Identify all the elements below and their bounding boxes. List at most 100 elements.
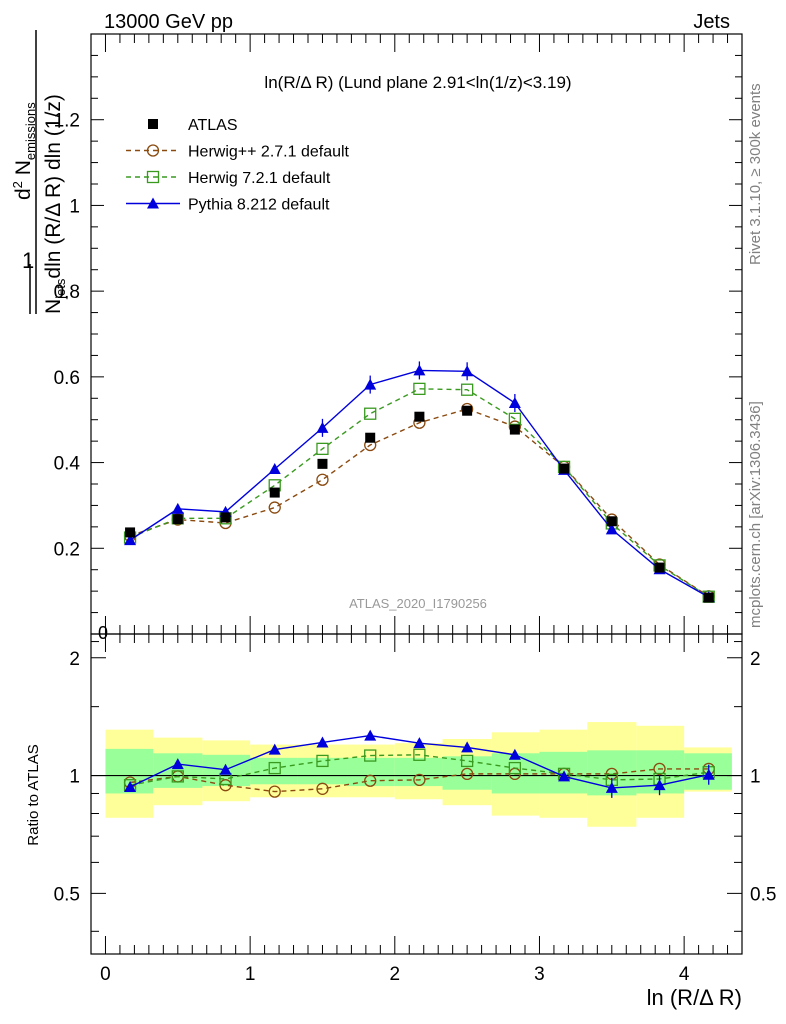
xtick-label: 0 [100,964,111,985]
atlas-point [462,405,473,416]
main-panel: ATLAS_2020_I1790256 ln(R/Δ R) (Lund plan… [54,33,743,643]
legend-label-pythia-8-212-default: Pythia 8.212 default [188,197,330,214]
ratio-ytick-label-right: 0.5 [750,884,776,905]
main-ytick-label: 1.2 [54,111,80,132]
ratio-pythia-8-212-default-point [702,768,715,780]
pythia-8-212-default-point [461,365,474,377]
svg-text:d2 Nemissions: d2 Nemissions [10,102,38,200]
main-ytick-label: 1 [69,196,80,217]
ratio-herwig-2-7-1-default-point [413,773,426,787]
legend-marker-pythia-8-212-default [147,197,159,209]
atlas-point [269,487,280,498]
process-label: Jets [693,11,730,33]
ratio-inner-band [297,757,348,785]
pythia-8-212-default-point [605,523,618,535]
ratio-ytick-label: 2 [69,649,80,670]
main-ytick-label: 0.2 [54,539,80,560]
ratio-pythia-8-212-default-point [364,729,377,741]
ratio-inner-band [347,757,395,787]
ratio-herwig-2-7-1-default-point [316,782,329,795]
pythia-8-212-default-line [129,369,710,598]
ratio-pythia-8-212-default-point [219,763,232,775]
legend-marker-atlas [148,119,158,129]
atlas-point [414,411,425,422]
analysis-watermark: ATLAS_2020_I1790256 [349,596,487,611]
atlas-point [220,512,231,523]
atlas-point [125,527,136,538]
pythia-8-212-default-point [171,502,184,514]
ratio-frame [90,633,743,955]
herwig-7-2-1-default-point [460,383,474,396]
herwig-7-2-1-default-point [316,442,329,456]
ratio-pythia-8-212-default-point [268,743,281,755]
ratio-herwig-2-7-1-default-point [268,785,281,798]
ratio-inner-band [442,756,492,790]
main-ytick-label: 0.6 [54,368,80,389]
plot-title: ln(R/Δ R) (Lund plane 2.91<ln(1/z)<3.19) [264,73,571,92]
ratio-herwig-2-7-1-default-point [364,774,377,787]
ratio-pythia-8-212-default-point [461,741,474,753]
atlas-point [654,562,665,573]
xtick-label: 1 [245,964,256,985]
ratio-pythia-8-212-default-point [508,748,521,760]
ratio-pythia-8-212-default-point [124,780,137,792]
ratio-herwig-7-2-1-default-point [460,754,474,768]
atlas-point [559,463,570,474]
main-zero-label: 0 [98,623,108,643]
ratio-herwig-2-7-1-default-point [653,762,666,776]
main-y-axis-label: 1 d2 Nemissions Njetsdln (R/Δ R) dln (1/… [10,30,68,314]
main-ytick-label: 0.8 [54,282,80,303]
ratio-pythia-8-212-default-point [413,737,426,749]
atlas-point [703,592,714,603]
ratio-pythia-8-212-default-point [605,781,618,793]
ratio-ytick-label-right: 2 [750,649,761,670]
ratio-herwig-7-2-1-default-point [171,770,184,783]
rivet-version-label: Rivet 3.1.10, ≥ 300k events [747,83,764,265]
pythia-8-212-default-point [364,378,377,390]
ratio-herwig-7-2-1-default-point [364,749,377,762]
ratio-ytick-label: 0.5 [54,884,80,905]
xtick-label: 2 [390,964,401,985]
ratio-pythia-8-212-default-point [558,770,571,782]
herwig-2-7-1-default-line [129,408,710,597]
ratio-inner-band [250,757,298,785]
legend-label-atlas: ATLAS [188,117,238,134]
legend-label-herwig-2-7-1-default: Herwig++ 2.7.1 default [188,144,350,161]
atlas-point [172,514,183,525]
energy-label: 13000 GeV pp [104,11,233,33]
herwig-2-7-1-default-point [268,501,281,514]
atlas-point [606,516,617,527]
x-axis-label: ln (R/Δ R) [647,985,742,1010]
ratio-pythia-8-212-default-point [316,736,329,748]
main-ytick-label: 0.4 [54,454,81,475]
xtick-label: 4 [679,964,690,985]
pythia-8-212-default-point [268,463,281,474]
ratio-pythia-8-212-default-point [171,758,184,770]
herwig-7-2-1-default-point [413,382,426,396]
mcplots-label: mcplots.cern.ch [arXiv:1306.3436] [747,401,764,628]
legend-label-herwig-7-2-1-default: Herwig 7.2.1 default [188,170,331,187]
pythia-8-212-default-point [413,364,426,376]
pythia-8-212-default-point [316,421,329,433]
atlas-point [509,424,520,435]
pythia-8-212-default-point [508,397,521,408]
ratio-herwig-7-2-1-default-point [413,748,426,761]
legend: ATLAS Herwig++ 2.7.1 default Herwig 7.2.1 … [126,117,350,214]
xtick-label: 3 [534,964,545,985]
ylabel-one: 1 [22,248,34,273]
legend-marker-herwig-7-2-1-default [146,170,160,184]
ratio-herwig-2-7-1-default-line [129,768,709,793]
ratio-inner-band [394,757,443,787]
atlas-point [317,458,328,469]
herwig-7-2-1-default-point [508,412,522,426]
pythia-8-212-default-point [124,534,137,546]
atlas-point [365,432,376,443]
legend-marker-herwig-2-7-1-default [146,144,160,157]
ratio-pythia-8-212-default-point [653,779,666,791]
ratio-panel: 0.5 0.5 1 1 2 2 0 1 2 3 4 Ratio to ATLAS ln (R/Δ … [25,633,776,1010]
svg-text:Njetsdln (R/Δ R) dln (1/z): Njetsdln (R/Δ R) dln (1/z) [42,94,68,314]
herwig-2-7-1-default-point [316,473,329,486]
ratio-herwig-2-7-1-default-point [460,767,474,781]
ratio-herwig-7-2-1-default-point [316,754,329,768]
